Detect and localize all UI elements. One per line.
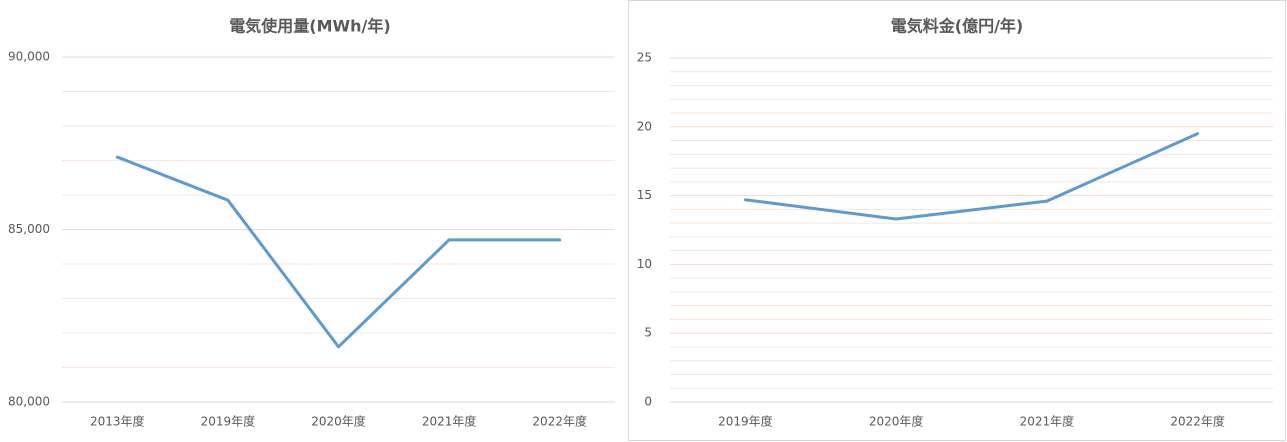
chart-title: 電気使用量(MWh/年): [229, 17, 390, 36]
x-tick-label: 2021年度: [422, 414, 477, 429]
y-tick-label: 20: [637, 119, 652, 133]
y-tick-label: 85,000: [8, 222, 50, 236]
y-tick-label: 0: [644, 395, 652, 409]
x-tick-label: 2021年度: [1020, 414, 1075, 429]
y-tick-label: 25: [637, 51, 652, 65]
y-tick-label: 15: [637, 188, 652, 202]
x-tick-label: 2013年度: [90, 414, 145, 429]
x-tick-label: 2022年度: [1170, 414, 1225, 429]
y-tick-label: 5: [644, 326, 652, 340]
data-line: [115, 155, 562, 349]
y-tick-label: 90,000: [8, 50, 50, 64]
panel-border: [628, 0, 1286, 441]
x-tick-label: 2020年度: [869, 414, 924, 429]
x-tick-label: 2019年度: [201, 414, 256, 429]
y-tick-label: 80,000: [8, 395, 50, 409]
data-line: [743, 132, 1200, 221]
x-tick-label: 2020年度: [311, 414, 366, 429]
y-tick-label: 10: [637, 257, 652, 271]
chart-title: 電気料金(億円/年): [891, 17, 1023, 36]
x-tick-label: 2022年度: [532, 414, 587, 429]
x-tick-label: 2019年度: [718, 414, 773, 429]
